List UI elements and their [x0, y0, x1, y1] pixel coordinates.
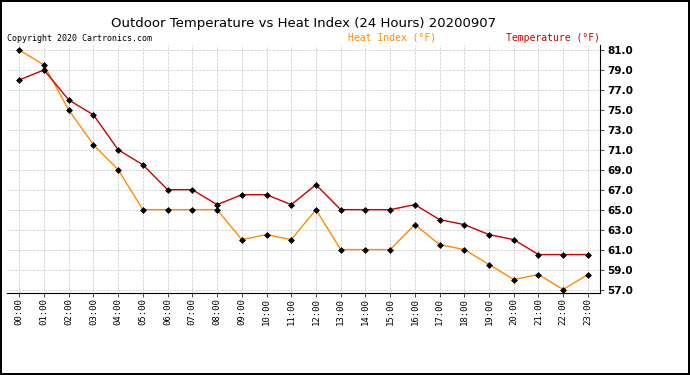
Text: Temperature (°F): Temperature (°F) [506, 33, 600, 42]
Text: Copyright 2020 Cartronics.com: Copyright 2020 Cartronics.com [7, 33, 152, 42]
Text: Outdoor Temperature vs Heat Index (24 Hours) 20200907: Outdoor Temperature vs Heat Index (24 Ho… [111, 17, 496, 30]
Text: Heat Index (°F): Heat Index (°F) [348, 33, 436, 42]
